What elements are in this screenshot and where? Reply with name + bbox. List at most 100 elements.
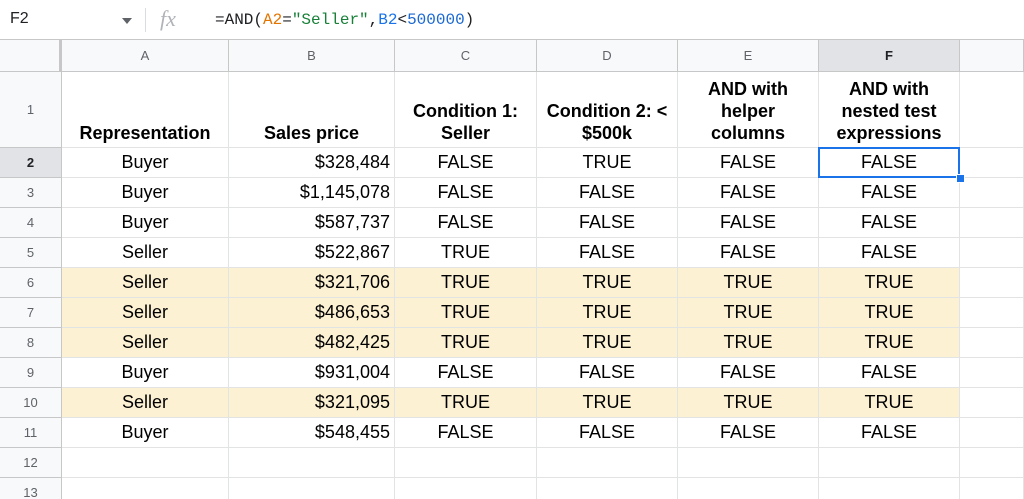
header-cell[interactable]: AND with helper columns <box>678 72 819 148</box>
cell[interactable] <box>960 358 1024 388</box>
cell[interactable] <box>62 448 229 478</box>
cell[interactable]: TRUE <box>537 388 678 418</box>
cell[interactable]: Seller <box>62 328 229 358</box>
cell[interactable] <box>229 478 395 499</box>
cell[interactable]: $1,145,078 <box>229 178 395 208</box>
column-header[interactable]: A <box>62 40 229 72</box>
cell[interactable]: TRUE <box>537 148 678 178</box>
cell[interactable] <box>960 388 1024 418</box>
cell[interactable] <box>819 448 960 478</box>
cell[interactable]: Seller <box>62 298 229 328</box>
cell[interactable]: FALSE <box>819 358 960 388</box>
cell[interactable] <box>960 72 1024 148</box>
cell[interactable] <box>678 478 819 499</box>
column-header[interactable]: E <box>678 40 819 72</box>
cell[interactable]: $548,455 <box>229 418 395 448</box>
column-header[interactable] <box>960 40 1024 72</box>
cell[interactable]: $321,706 <box>229 268 395 298</box>
cell[interactable]: Buyer <box>62 418 229 448</box>
cell[interactable]: FALSE <box>819 178 960 208</box>
column-header[interactable]: D <box>537 40 678 72</box>
cell[interactable]: FALSE <box>395 208 537 238</box>
cell[interactable]: Buyer <box>62 148 229 178</box>
cell[interactable] <box>678 448 819 478</box>
cell[interactable]: FALSE <box>395 358 537 388</box>
cell[interactable]: TRUE <box>537 298 678 328</box>
cell[interactable]: FALSE <box>395 148 537 178</box>
header-cell[interactable]: Condition 2: < $500k <box>537 72 678 148</box>
cell[interactable]: TRUE <box>537 328 678 358</box>
cell[interactable]: FALSE <box>395 418 537 448</box>
cell[interactable] <box>395 448 537 478</box>
cell[interactable]: $321,095 <box>229 388 395 418</box>
cell[interactable]: $482,425 <box>229 328 395 358</box>
cell[interactable]: FALSE <box>678 178 819 208</box>
cell[interactable]: FALSE <box>819 148 960 178</box>
cell[interactable]: $328,484 <box>229 148 395 178</box>
cell[interactable]: TRUE <box>395 268 537 298</box>
row-header[interactable]: 8 <box>0 328 62 358</box>
cell[interactable]: FALSE <box>537 418 678 448</box>
cell[interactable]: TRUE <box>819 328 960 358</box>
name-box[interactable]: F2 <box>10 10 29 27</box>
cell[interactable]: TRUE <box>819 298 960 328</box>
cell[interactable]: Buyer <box>62 208 229 238</box>
cell[interactable] <box>960 208 1024 238</box>
cell[interactable]: FALSE <box>537 178 678 208</box>
cell[interactable] <box>960 268 1024 298</box>
row-header[interactable]: 10 <box>0 388 62 418</box>
cell[interactable] <box>960 298 1024 328</box>
cell[interactable]: Seller <box>62 268 229 298</box>
cell[interactable]: FALSE <box>678 208 819 238</box>
cell[interactable]: TRUE <box>395 388 537 418</box>
cell[interactable]: TRUE <box>395 238 537 268</box>
cell[interactable] <box>819 478 960 499</box>
formula-input[interactable]: =AND(A2="Seller",B2<500000) <box>215 11 474 29</box>
cell[interactable]: FALSE <box>678 418 819 448</box>
cell[interactable]: FALSE <box>537 238 678 268</box>
row-header[interactable]: 9 <box>0 358 62 388</box>
cell[interactable]: FALSE <box>395 178 537 208</box>
cell[interactable]: TRUE <box>395 328 537 358</box>
cell[interactable]: FALSE <box>537 208 678 238</box>
cell[interactable]: Buyer <box>62 358 229 388</box>
cell[interactable]: $522,867 <box>229 238 395 268</box>
cell[interactable]: $931,004 <box>229 358 395 388</box>
cell[interactable] <box>62 478 229 499</box>
cell[interactable] <box>960 418 1024 448</box>
row-header[interactable]: 11 <box>0 418 62 448</box>
cell[interactable]: TRUE <box>395 298 537 328</box>
cell[interactable] <box>960 238 1024 268</box>
cell[interactable]: Seller <box>62 238 229 268</box>
cell[interactable]: TRUE <box>678 268 819 298</box>
cell[interactable]: FALSE <box>819 208 960 238</box>
row-header[interactable]: 4 <box>0 208 62 238</box>
cell[interactable]: Seller <box>62 388 229 418</box>
name-box-dropdown[interactable] <box>121 17 133 25</box>
cell[interactable]: Buyer <box>62 178 229 208</box>
cell[interactable] <box>960 478 1024 499</box>
row-header[interactable]: 12 <box>0 448 62 478</box>
cell[interactable]: TRUE <box>678 388 819 418</box>
row-header[interactable]: 13 <box>0 478 62 499</box>
cell[interactable] <box>960 148 1024 178</box>
header-cell[interactable]: Representation <box>62 72 229 148</box>
column-header[interactable]: C <box>395 40 537 72</box>
cell[interactable]: FALSE <box>819 418 960 448</box>
cell[interactable]: TRUE <box>678 328 819 358</box>
header-cell[interactable]: Sales price <box>229 72 395 148</box>
cell[interactable]: FALSE <box>678 148 819 178</box>
row-header[interactable]: 7 <box>0 298 62 328</box>
cell[interactable]: $587,737 <box>229 208 395 238</box>
header-cell[interactable]: Condition 1: Seller <box>395 72 537 148</box>
row-header[interactable]: 2 <box>0 148 62 178</box>
cell[interactable]: TRUE <box>678 298 819 328</box>
column-header[interactable]: B <box>229 40 395 72</box>
cell[interactable] <box>960 178 1024 208</box>
row-header[interactable]: 6 <box>0 268 62 298</box>
cell[interactable] <box>537 478 678 499</box>
cell[interactable] <box>537 448 678 478</box>
cell[interactable]: TRUE <box>819 268 960 298</box>
cell[interactable] <box>229 448 395 478</box>
cell[interactable]: TRUE <box>819 388 960 418</box>
